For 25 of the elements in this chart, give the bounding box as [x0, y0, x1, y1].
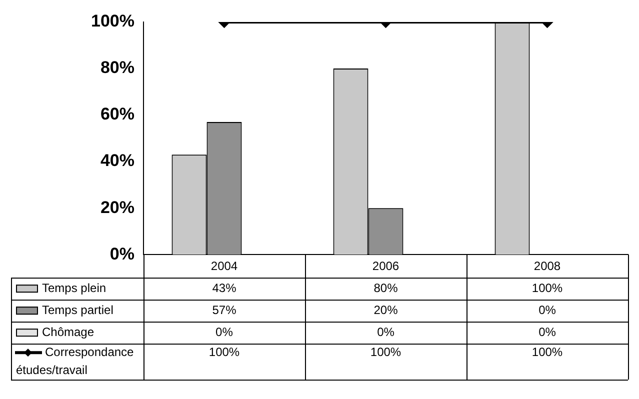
data-label: 0% — [377, 324, 395, 339]
y-tick-label: 0% — [110, 244, 134, 264]
y-tick-label: 60% — [100, 104, 134, 124]
data-label: 100% — [370, 344, 402, 359]
legend-label: Temps plein — [42, 280, 106, 295]
data-label: 80% — [374, 280, 398, 295]
legend-label: Chômage — [42, 324, 94, 339]
data-label: 100% — [532, 344, 563, 359]
y-tick-label: 20% — [100, 198, 134, 217]
x-tick-label: 2006 — [372, 259, 400, 274]
legend-label: Temps partiel — [42, 302, 114, 317]
data-label: 20% — [374, 302, 398, 317]
data-label: 0% — [216, 324, 234, 339]
legend-label: Correspondance études/travail — [16, 344, 134, 377]
data-label: 0% — [538, 324, 556, 339]
x-tick-label: 2004 — [210, 259, 238, 274]
data-label: 43% — [212, 280, 237, 295]
data-label: 0% — [538, 302, 556, 317]
x-tick-label: 2008 — [534, 259, 561, 274]
data-label: 100% — [532, 280, 563, 295]
y-tick-label: 40% — [100, 151, 134, 170]
data-label: 57% — [212, 302, 237, 317]
data-label: 100% — [208, 344, 240, 359]
y-tick-label: 100% — [90, 12, 134, 31]
y-tick-label: 80% — [100, 58, 134, 78]
